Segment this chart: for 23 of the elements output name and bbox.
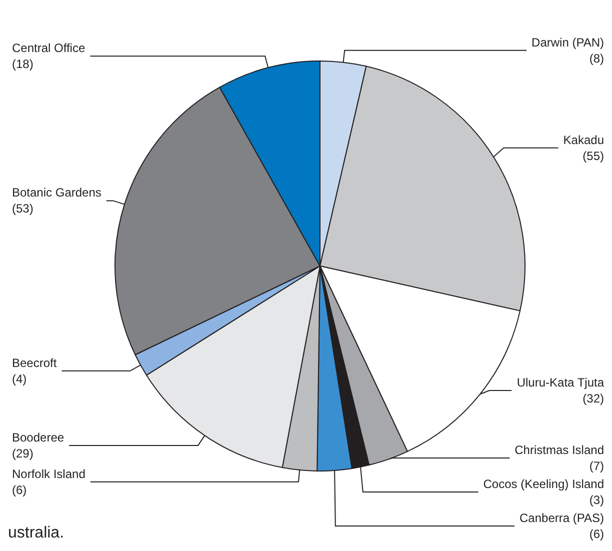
data-label: (32) — [582, 392, 604, 406]
slice-label: Beecroft — [12, 356, 58, 370]
slice-label: Norfolk Island — [12, 466, 86, 481]
data-label: (8) — [589, 51, 604, 66]
data-label: (4) — [12, 372, 27, 386]
data-label: (7) — [589, 459, 604, 473]
slice-label: Uluru-Kata Tjuta — [516, 376, 604, 390]
data-label: (6) — [589, 527, 604, 541]
data-label: (3) — [589, 493, 604, 507]
slice-label: Canberra (PAS) — [520, 511, 604, 525]
slice-label: Cocos (Keeling) Island — [483, 477, 604, 491]
text: ustralia. — [8, 524, 64, 542]
data-label: (55) — [582, 148, 604, 163]
slice-label: Central Office — [12, 41, 86, 56]
data-label: (29) — [12, 446, 34, 460]
slice-label: Christmas Island — [514, 443, 604, 457]
data-label: (53) — [12, 202, 34, 216]
slice-label: Darwin (PAN) — [532, 35, 604, 50]
slice-label: Booderee — [12, 430, 64, 444]
data-label: (18) — [12, 57, 34, 72]
data-label: (6) — [12, 482, 27, 497]
slice-label: Botanic Gardens — [12, 186, 102, 200]
slice-label: Kakadu — [563, 132, 604, 147]
